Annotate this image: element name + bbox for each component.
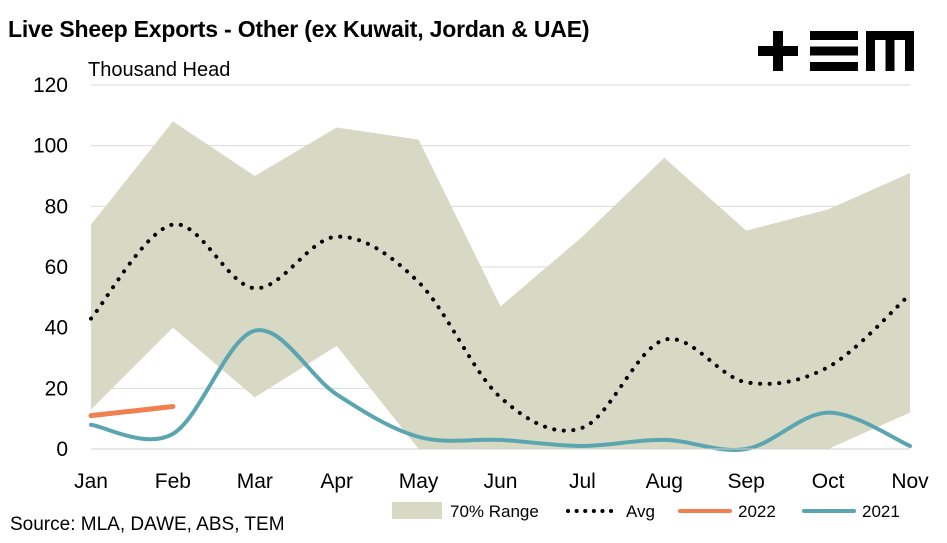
- source-note: Source: MLA, DAWE, ABS, TEM: [10, 514, 285, 535]
- x-tick-label-feb: Feb: [155, 470, 191, 493]
- series-line-2022: [88, 404, 176, 419]
- legend-swatch-range: [392, 502, 442, 519]
- tem-logo-e-top: [810, 31, 858, 40]
- x-tick-label-nov: Nov: [891, 470, 929, 493]
- y-axis-unit-label: Thousand Head: [88, 59, 230, 81]
- x-tick-label-sep: Sep: [728, 470, 765, 493]
- x-tick-label-jun: Jun: [484, 470, 518, 493]
- x-tick-label-mar: Mar: [237, 470, 273, 493]
- axes-layer: 0 20 40 60 80 100 120 Jan Feb Mar Apr May Jun Jul Aug S…: [33, 59, 929, 493]
- tem-logo: [758, 31, 914, 71]
- series-lines-layer: [88, 222, 912, 452]
- tem-logo-e-mid: [810, 46, 858, 56]
- y-tick-label: 0: [56, 438, 68, 461]
- x-tick-label-oct: Oct: [812, 470, 845, 493]
- y-tick-label: 60: [45, 256, 68, 279]
- series-line-2021: [89, 328, 912, 452]
- y-tick-label: 40: [45, 317, 68, 340]
- legend-label-2021: 2021: [862, 502, 900, 521]
- tem-logo-plus-v: [773, 31, 783, 71]
- x-tick-label-may: May: [399, 470, 439, 493]
- legend-label-range: 70% Range: [450, 502, 539, 521]
- x-tick-label-aug: Aug: [646, 470, 683, 493]
- legend-label-2022: 2022: [738, 502, 776, 521]
- chart-title: Live Sheep Exports - Other (ex Kuwait, J…: [8, 16, 590, 42]
- range-band-layer: [91, 121, 910, 450]
- y-tick-label: 100: [33, 135, 68, 158]
- x-tick-label-jan: Jan: [74, 470, 108, 493]
- legend-label-avg: Avg: [626, 502, 655, 521]
- legend: 70% Range Avg 2022 2021: [392, 502, 900, 521]
- y-tick-label: 120: [33, 74, 68, 97]
- range-band-70pct: [91, 121, 910, 450]
- y-tick-label: 20: [45, 377, 68, 400]
- x-tick-label-apr: Apr: [320, 470, 353, 493]
- x-tick-label-jul: Jul: [569, 470, 596, 493]
- y-tick-label: 80: [45, 195, 68, 218]
- tem-logo-m: [866, 31, 914, 71]
- tem-logo-e-bot: [810, 62, 858, 71]
